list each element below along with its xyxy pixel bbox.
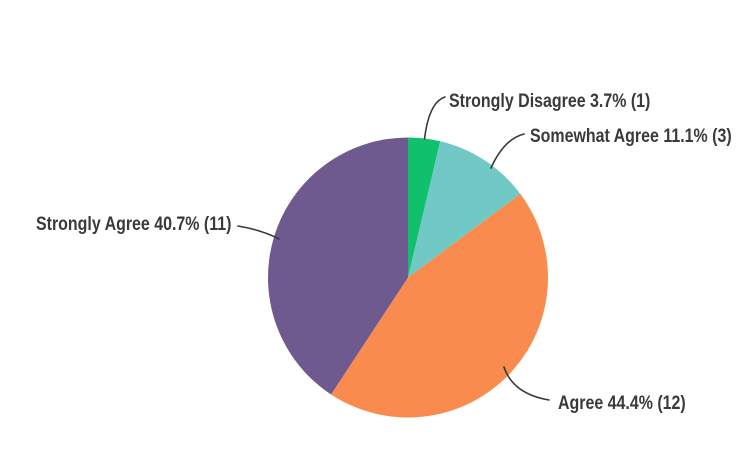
slice-label-agree: Agree 44.4% (12) <box>558 393 686 414</box>
slice-label-strongly-agree: Strongly Agree 40.7% (11) <box>36 214 232 235</box>
leader-line-strongly-disagree <box>423 96 446 140</box>
slice-label-somewhat-agree: Somewhat Agree 11.1% (3) <box>530 126 732 147</box>
pie-slice-strongly-disagree <box>408 137 441 278</box>
pie-slice-strongly-agree <box>268 137 408 395</box>
leader-line-strongly-agree <box>237 225 280 240</box>
slice-label-strongly-disagree: Strongly Disagree 3.7% (1) <box>449 91 651 112</box>
pie-slice-somewhat-agree <box>408 141 521 278</box>
leader-line-agree <box>503 366 550 401</box>
pie-slices <box>268 137 548 418</box>
pie-slice-agree <box>331 193 548 418</box>
leader-line-somewhat-agree <box>490 133 525 169</box>
